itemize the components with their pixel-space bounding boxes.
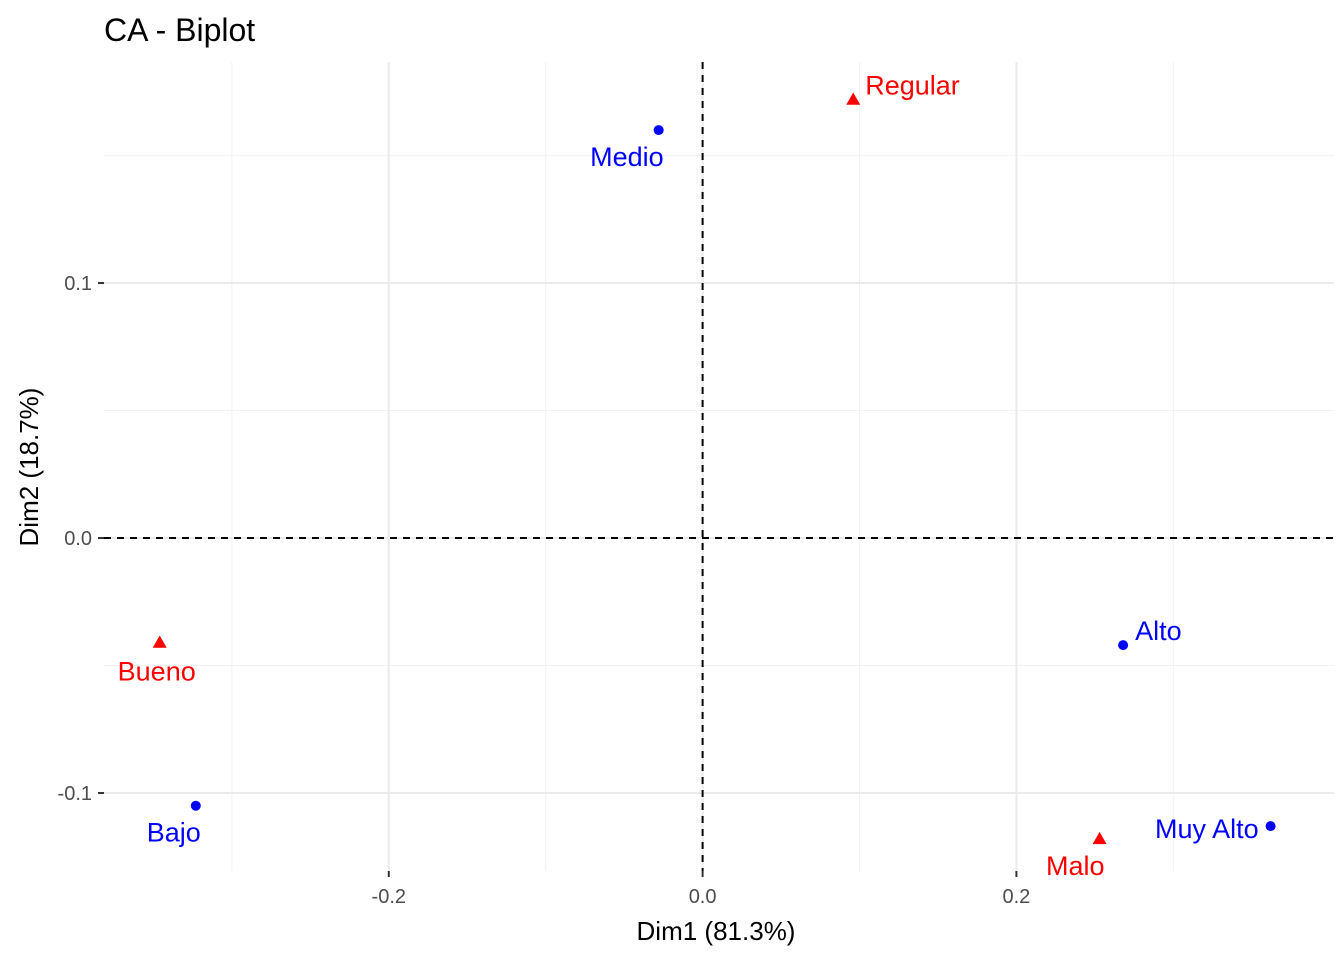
y-tick-label: 0.1 [64, 273, 92, 295]
point-label-regular: Regular [865, 70, 960, 100]
y-axis-title: Dim2 (18.7%) [14, 388, 44, 547]
x-axis-title: Dim1 (81.3%) [637, 916, 796, 946]
point-muy-alto [1265, 821, 1276, 832]
grid-lines [104, 62, 1334, 871]
point-regular [846, 92, 861, 105]
point-medio [653, 125, 664, 136]
chart-title: CA - Biplot [104, 12, 255, 48]
data-points [152, 92, 1276, 845]
zero-reference-lines [104, 62, 1334, 871]
x-tick-label: -0.2 [372, 886, 406, 908]
y-tick-label: 0.0 [64, 528, 92, 550]
point-alto [1118, 640, 1129, 651]
point-label-malo: Malo [1046, 851, 1105, 881]
x-tick-label: 0.0 [689, 886, 717, 908]
y-tick-label: -0.1 [58, 783, 92, 805]
point-label-medio: Medio [590, 142, 664, 172]
point-label-bajo: Bajo [147, 818, 201, 848]
x-tick-label: 0.2 [1003, 886, 1031, 908]
point-labels: Medio Alto Bajo Muy Alto Regular Bueno Malo [118, 70, 1259, 880]
point-label-alto: Alto [1135, 616, 1182, 646]
point-label-bueno: Bueno [118, 657, 196, 687]
point-bueno [152, 635, 167, 648]
point-malo [1092, 831, 1107, 845]
point-label-muy-alto: Muy Alto [1155, 814, 1259, 844]
point-bajo [190, 800, 201, 811]
axes: -0.2 0.0 0.2 -0.1 0.0 0.1 [58, 273, 1031, 908]
